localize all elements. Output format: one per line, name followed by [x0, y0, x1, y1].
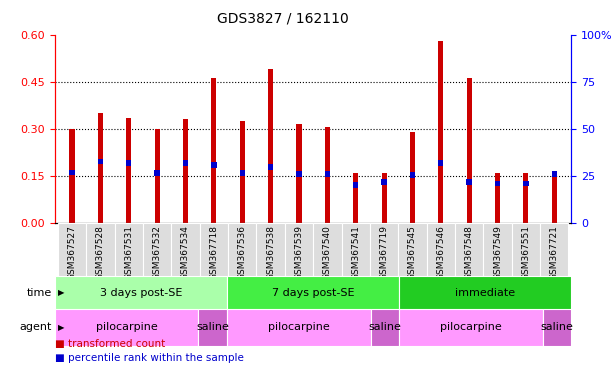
Bar [155, 170, 160, 176]
Bar [171, 223, 200, 276]
Bar [55, 309, 199, 346]
Text: pilocarpine: pilocarpine [268, 322, 330, 333]
Bar [114, 223, 143, 276]
Bar [211, 78, 216, 223]
Bar [399, 309, 543, 346]
Bar [257, 223, 285, 276]
Bar [324, 171, 330, 177]
Bar [438, 41, 444, 223]
Bar [342, 223, 370, 276]
Text: GSM367540: GSM367540 [323, 225, 332, 280]
Bar [398, 223, 426, 276]
Bar [410, 172, 415, 177]
Text: ■ transformed count: ■ transformed count [55, 339, 165, 349]
Bar [143, 223, 171, 276]
Bar [552, 171, 557, 177]
Bar [467, 78, 472, 223]
Bar [524, 172, 529, 223]
Bar [399, 276, 571, 309]
Bar [227, 309, 370, 346]
Bar [126, 118, 131, 223]
Text: immediate: immediate [455, 288, 515, 298]
Text: pilocarpine: pilocarpine [440, 322, 502, 333]
Text: GSM367536: GSM367536 [238, 225, 247, 280]
Text: ■ percentile rank within the sample: ■ percentile rank within the sample [55, 353, 244, 363]
Text: GSM367551: GSM367551 [521, 225, 530, 280]
Text: GSM367549: GSM367549 [493, 225, 502, 280]
Bar [455, 223, 483, 276]
Text: GSM367541: GSM367541 [351, 225, 360, 280]
Bar [426, 223, 455, 276]
Bar [58, 223, 86, 276]
Bar [227, 276, 399, 309]
Bar [183, 160, 188, 166]
Text: saline: saline [541, 322, 573, 333]
Text: GSM367719: GSM367719 [379, 225, 389, 280]
Bar [381, 172, 387, 223]
Bar [155, 129, 159, 223]
Bar [483, 223, 512, 276]
Bar [523, 181, 529, 186]
Bar [543, 309, 571, 346]
Text: saline: saline [196, 322, 229, 333]
Text: GSM367534: GSM367534 [181, 225, 190, 280]
Bar [381, 179, 387, 185]
Text: ▶: ▶ [58, 323, 65, 332]
Text: GSM367532: GSM367532 [153, 225, 162, 280]
Bar [353, 182, 359, 188]
Bar [126, 160, 131, 166]
Text: time: time [27, 288, 52, 298]
Text: GSM367546: GSM367546 [436, 225, 445, 280]
Bar [240, 121, 245, 223]
Bar [296, 124, 301, 223]
Bar [268, 164, 273, 170]
Text: saline: saline [368, 322, 401, 333]
Bar [98, 159, 103, 164]
Text: GSM367548: GSM367548 [464, 225, 474, 280]
Text: GSM367527: GSM367527 [67, 225, 76, 280]
Text: agent: agent [20, 322, 52, 333]
Bar [98, 113, 103, 223]
Bar [495, 181, 500, 186]
Bar [370, 309, 399, 346]
Bar [69, 170, 75, 175]
Text: ▶: ▶ [58, 288, 65, 297]
Bar [183, 119, 188, 223]
Text: GSM367718: GSM367718 [210, 225, 218, 280]
Bar [55, 276, 227, 309]
Bar [512, 223, 540, 276]
Text: GSM367539: GSM367539 [295, 225, 304, 280]
Text: GSM367528: GSM367528 [96, 225, 105, 280]
Text: 7 days post-SE: 7 days post-SE [272, 288, 354, 298]
Bar [313, 223, 342, 276]
Text: GSM367545: GSM367545 [408, 225, 417, 280]
Bar [540, 223, 568, 276]
Text: GDS3827 / 162110: GDS3827 / 162110 [217, 12, 348, 25]
Text: 3 days post-SE: 3 days post-SE [100, 288, 182, 298]
Bar [410, 132, 415, 223]
Text: pilocarpine: pilocarpine [96, 322, 158, 333]
Text: GSM367538: GSM367538 [266, 225, 275, 280]
Bar [228, 223, 257, 276]
Bar [552, 174, 557, 223]
Bar [199, 309, 227, 346]
Bar [495, 172, 500, 223]
Text: GSM367721: GSM367721 [550, 225, 559, 280]
Bar [268, 69, 273, 223]
Bar [200, 223, 228, 276]
Bar [353, 172, 358, 223]
Bar [285, 223, 313, 276]
Bar [70, 129, 75, 223]
Bar [296, 171, 302, 177]
Bar [240, 170, 245, 176]
Bar [370, 223, 398, 276]
Bar [325, 127, 330, 223]
Bar [211, 162, 216, 167]
Text: GSM367531: GSM367531 [124, 225, 133, 280]
Bar [466, 179, 472, 185]
Bar [86, 223, 114, 276]
Bar [438, 160, 444, 166]
